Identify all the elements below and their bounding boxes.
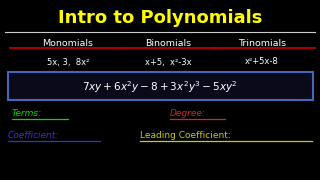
Text: Leading Coefficient:: Leading Coefficient: [140, 130, 231, 140]
Text: x+5,  x²-3x: x+5, x²-3x [145, 57, 191, 66]
Text: 5x, 3,  8x²: 5x, 3, 8x² [47, 57, 89, 66]
Text: $7xy + 6x^2y - 8 + 3x^2y^3 - 5xy^2$: $7xy + 6x^2y - 8 + 3x^2y^3 - 5xy^2$ [82, 79, 238, 95]
Text: Trinomials: Trinomials [238, 39, 286, 48]
Text: Monomials: Monomials [43, 39, 93, 48]
Text: Terms:: Terms: [12, 109, 42, 118]
Bar [8, 72, 313, 100]
Text: Degree:: Degree: [170, 109, 206, 118]
Text: Coefficient:: Coefficient: [8, 130, 59, 140]
Text: x²+5x-8: x²+5x-8 [245, 57, 279, 66]
Text: Binomials: Binomials [145, 39, 191, 48]
Text: Intro to Polynomials: Intro to Polynomials [58, 9, 262, 27]
